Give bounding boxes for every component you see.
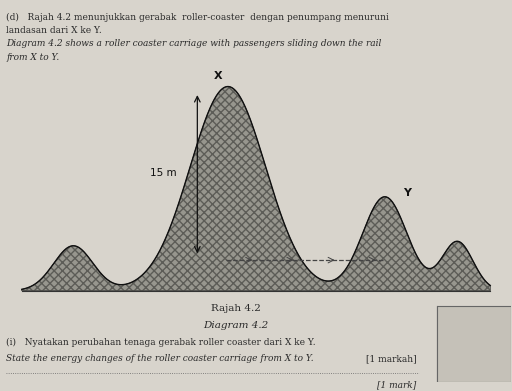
Text: X: X (214, 71, 222, 81)
Bar (437, 306, 510, 382)
Text: (d)   Rajah 4.2 menunjukkan gerabak  roller-coaster  dengan penumpang menuruni: (d) Rajah 4.2 menunjukkan gerabak roller… (7, 13, 389, 22)
Text: from X to Y.: from X to Y. (7, 53, 60, 62)
Text: 4(d)(i: 4(d)(i (461, 312, 486, 321)
Polygon shape (22, 86, 490, 291)
Text: Diagram 4.2 shows a roller coaster carriage with passengers sliding down the rai: Diagram 4.2 shows a roller coaster carri… (7, 39, 382, 48)
Text: [1 markah]: [1 markah] (366, 354, 416, 363)
Text: (i)   Nyatakan perubahan tenaga gerabak roller coaster dari X ke Y.: (i) Nyatakan perubahan tenaga gerabak ro… (7, 338, 316, 348)
Text: Y: Y (402, 188, 411, 198)
Text: Rajah 4.2: Rajah 4.2 (211, 304, 261, 313)
Text: Diagram 4.2: Diagram 4.2 (203, 321, 268, 330)
Text: 15 m: 15 m (151, 168, 177, 178)
Text: landasan dari X ke Y.: landasan dari X ke Y. (7, 26, 102, 35)
Text: State the energy changes of the roller coaster carriage from X to Y.: State the energy changes of the roller c… (7, 354, 314, 363)
Text: [1 mark]: [1 mark] (377, 380, 416, 389)
